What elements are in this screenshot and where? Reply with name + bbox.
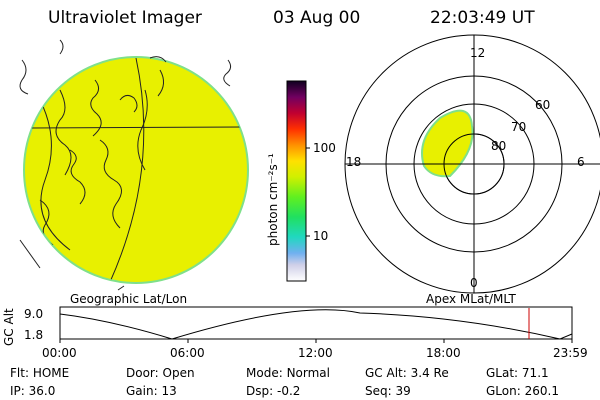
info-seq-value: 39	[395, 384, 411, 398]
lat-label-80: 80	[491, 139, 507, 153]
info-mode: Mode: Normal	[246, 366, 330, 380]
earth-disk	[23, 56, 249, 284]
coastline	[223, 59, 232, 87]
info-gain-value: 13	[161, 384, 177, 398]
coastline	[119, 94, 138, 113]
info-glat: GLat: 71.1	[486, 366, 549, 380]
earth-image	[19, 39, 249, 291]
info-flt-value: HOME	[32, 366, 70, 380]
info-dsp-value: -0.2	[276, 384, 301, 398]
info-dsp: Dsp: -0.2	[246, 384, 301, 398]
info-glon: GLon: 260.1	[486, 384, 559, 398]
info-door: Door: Open	[126, 366, 195, 380]
apex-panel-label: Apex MLat/MLT	[426, 292, 516, 306]
altitude-plot	[59, 306, 573, 343]
altitude-xtick: 23:59	[553, 346, 588, 360]
altitude-xtick: 00:00	[42, 346, 77, 360]
colorbar-tick-label: 10	[313, 229, 329, 243]
altitude-ylabel: GC Alt	[2, 308, 16, 346]
coastline	[59, 39, 64, 55]
coastline	[39, 99, 71, 251]
altitude-xtick: 06:00	[170, 346, 205, 360]
geographic-panel-label: Geographic Lat/Lon	[70, 292, 188, 306]
info-seq: Seq: 39	[365, 384, 411, 398]
altitude-ytick: 1.8	[24, 328, 44, 342]
altitude-ytick: 9.0	[24, 307, 44, 321]
altitude-xtick: 12:00	[298, 346, 333, 360]
info-ip: IP: 36.0	[10, 384, 56, 398]
latitude-line	[29, 126, 248, 129]
app-title: Ultraviolet Imager	[48, 8, 202, 28]
lat-label-60: 60	[535, 98, 551, 112]
info-flt: Flt: HOME	[10, 366, 70, 380]
coastline	[55, 89, 72, 176]
date-label: 03 Aug 00	[273, 8, 361, 28]
mlt-label-18: 18	[346, 155, 362, 169]
info-mode-value: Normal	[286, 366, 330, 380]
info-ip-value: 36.0	[28, 384, 56, 398]
mlt-label-6: 6	[577, 155, 585, 169]
altitude-xtick: 18:00	[426, 346, 461, 360]
info-door-value: Open	[162, 366, 195, 380]
coastline	[117, 285, 125, 291]
mlt-label-0: 0	[470, 276, 478, 290]
coastline	[19, 239, 41, 269]
info-glon-value: 260.1	[524, 384, 559, 398]
colorbar-ticks	[306, 147, 310, 237]
info-gc-alt-value: 3.4 Re	[410, 366, 449, 380]
altitude-curve	[59, 309, 573, 340]
coastline	[90, 79, 102, 137]
coastline	[69, 149, 86, 205]
time-label: 22:03:49 UT	[430, 8, 535, 28]
info-gain: Gain: 13	[126, 384, 177, 398]
coastline	[149, 56, 167, 63]
info-gc-alt: GC Alt: 3.4 Re	[365, 366, 449, 380]
meridian-line	[109, 58, 145, 282]
info-glat-value: 71.1	[521, 366, 549, 380]
colorbar-tick-label: 100	[313, 141, 336, 155]
colorbar	[286, 80, 307, 282]
coastline	[99, 139, 122, 229]
lat-label-70: 70	[511, 120, 527, 134]
coastline	[19, 59, 29, 95]
colorbar-unit-label: photon cm⁻²s⁻¹	[266, 153, 280, 246]
altitude-frame	[59, 306, 573, 340]
coastline	[137, 89, 148, 171]
mlt-label-12: 12	[470, 46, 486, 60]
coastline	[157, 69, 164, 97]
auroral-oval	[421, 109, 474, 178]
